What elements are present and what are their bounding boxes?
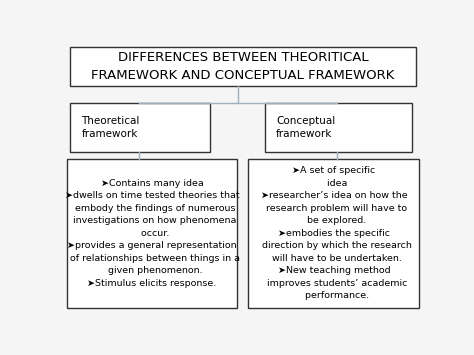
Text: Theoretical
framework: Theoretical framework — [82, 116, 140, 139]
FancyBboxPatch shape — [265, 103, 412, 152]
FancyBboxPatch shape — [70, 103, 210, 152]
Text: Conceptual
framework: Conceptual framework — [276, 116, 335, 139]
Text: ➤A set of specific
  idea
➤researcher’s idea on how the
  research problem will : ➤A set of specific idea ➤researcher’s id… — [256, 166, 412, 300]
Text: ➤Contains many idea
➤dwells on time tested theories that
  embody the findings o: ➤Contains many idea ➤dwells on time test… — [64, 179, 240, 288]
FancyBboxPatch shape — [70, 47, 416, 86]
FancyBboxPatch shape — [248, 159, 419, 308]
Text: DIFFERENCES BETWEEN THEORITICAL
FRAMEWORK AND CONCEPTUAL FRAMEWORK: DIFFERENCES BETWEEN THEORITICAL FRAMEWOR… — [91, 51, 395, 82]
FancyBboxPatch shape — [66, 159, 237, 308]
